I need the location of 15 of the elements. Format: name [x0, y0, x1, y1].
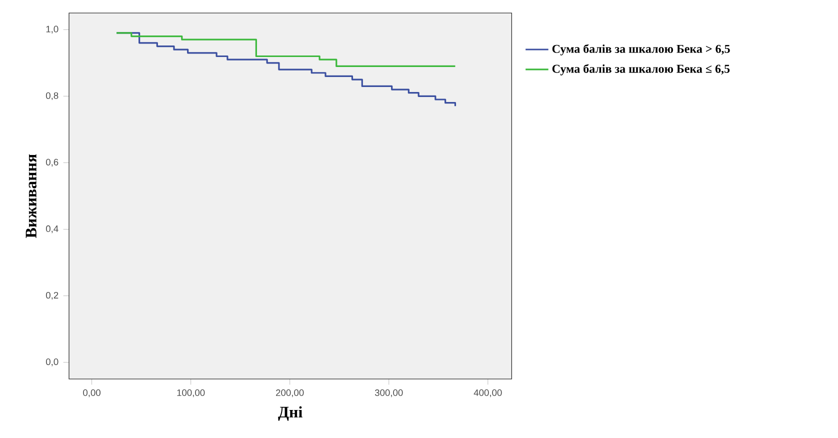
y-tick-label: 0,4 [46, 225, 58, 234]
x-tick-label: 400,00 [474, 389, 502, 398]
legend-label: Сума балів за шкалою Бека > 6,5 [552, 44, 730, 56]
y-tick-label: 0,8 [46, 92, 58, 100]
x-tick-label: 300,00 [374, 389, 403, 398]
y-tick-label: 0,2 [46, 292, 58, 300]
legend-label: Сума балів за шкалою Бека ≤ 6,5 [552, 64, 730, 76]
x-tick-label: 100,00 [177, 389, 205, 398]
y-tick-label: 0,0 [46, 358, 58, 366]
x-tick-label: 200,00 [276, 389, 304, 398]
y-tick-label: 0,6 [46, 158, 58, 167]
x-axis-title: Дні [278, 406, 302, 421]
x-tick-label: 0,00 [83, 389, 101, 398]
y-tick-label: 1,0 [46, 26, 58, 34]
y-axis-title: Виживання [26, 154, 36, 238]
